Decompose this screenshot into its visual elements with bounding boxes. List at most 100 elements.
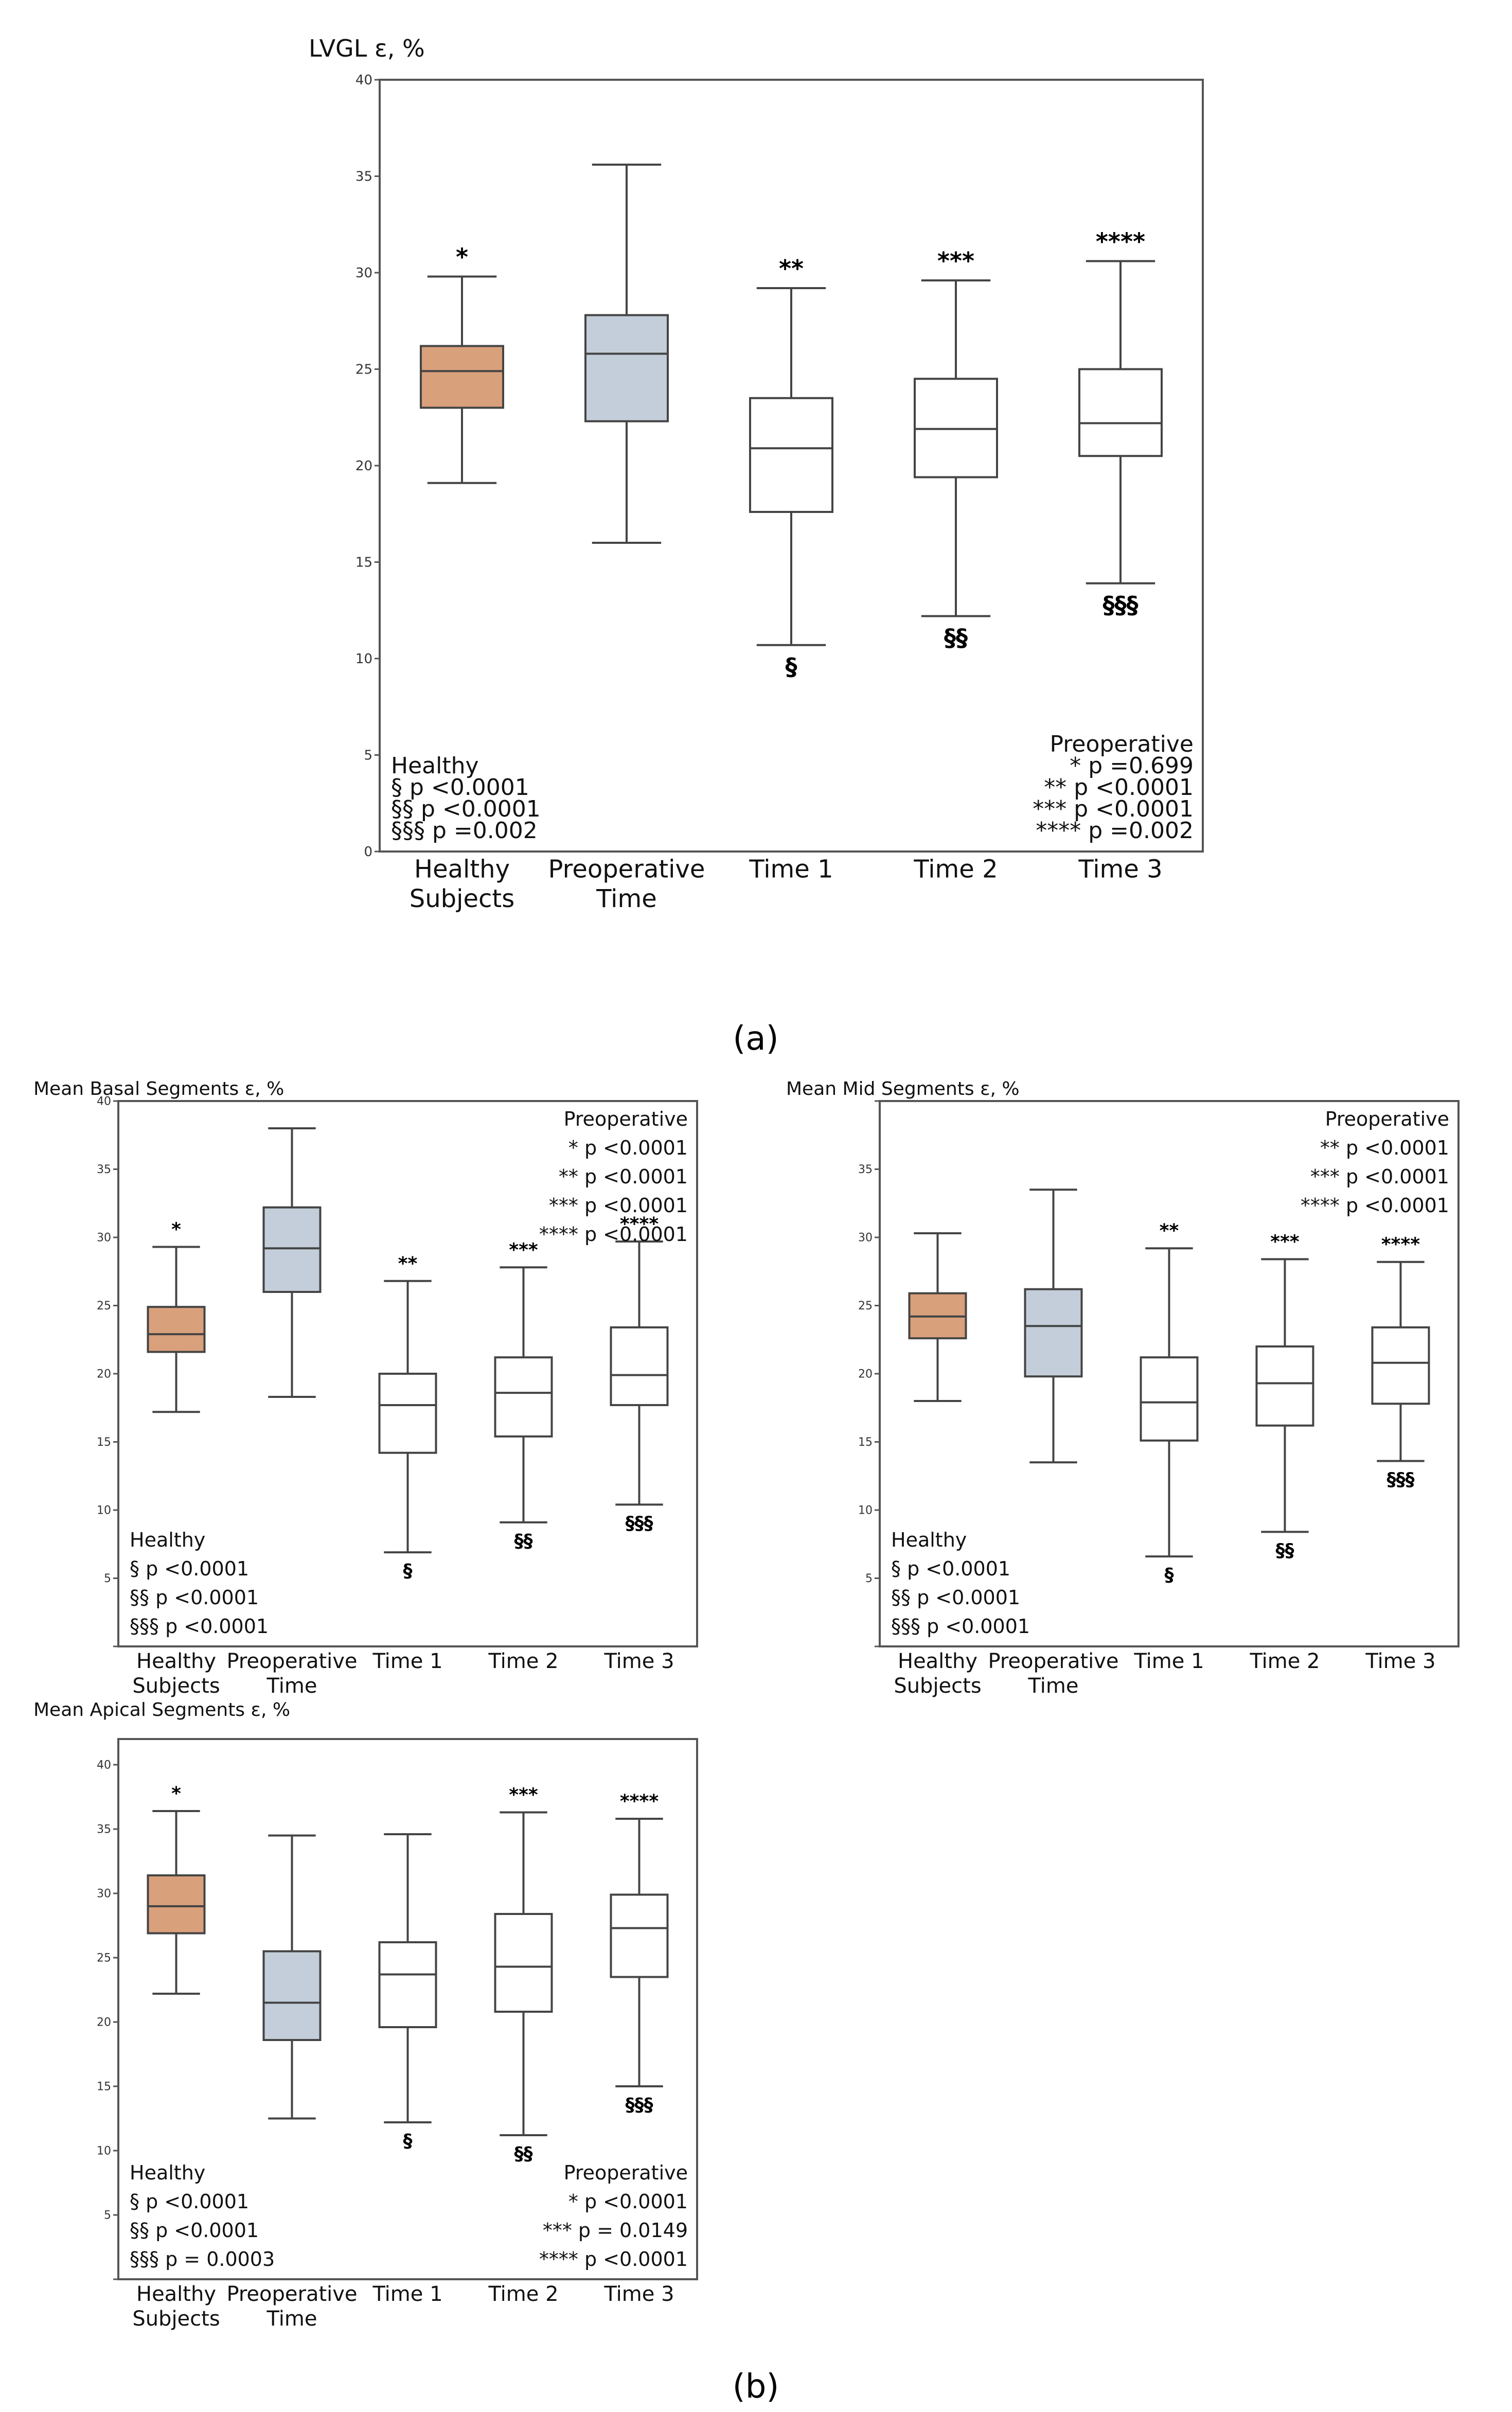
y-tick-label: 30 [858, 1232, 873, 1245]
x-category-label: Preoperative [988, 1650, 1118, 1673]
annotation-right-line: **** p <0.0001 [539, 2248, 688, 2271]
panel-a-chart: LVGL ε, %0510152025303540*HealthySubject… [309, 34, 1204, 913]
y-tick-label: 5 [104, 2209, 111, 2222]
annotation-right-line: *** p <0.0001 [1310, 1165, 1449, 1188]
x-category-label: Time 1 [372, 2282, 442, 2306]
annotation-right-line: *** p = 0.0149 [543, 2219, 688, 2242]
significance-mark: * [456, 243, 468, 271]
x-category-label: Time 3 [603, 1650, 674, 1673]
significance-mark: *** [937, 247, 974, 275]
annotation-left-line: Healthy [891, 1529, 967, 1551]
box-iqr [262, 1950, 322, 2041]
significance-mark: §§ [944, 624, 968, 652]
box-iqr [378, 1941, 437, 2028]
annotation-right-line: * p =0.699 [1070, 753, 1194, 779]
significance-mark: §§§ [1103, 591, 1139, 619]
x-category-label: Preoperative [226, 1650, 357, 1673]
x-category-label: Time 2 [1249, 1650, 1320, 1673]
box-iqr [610, 1893, 669, 1978]
annotation-right-line: ** p <0.0001 [1320, 1137, 1449, 1159]
annotation-right-line: ** p <0.0001 [1044, 774, 1194, 801]
y-tick-label: 35 [355, 169, 372, 185]
chart-title: Mean Apical Segments ε, % [33, 1699, 290, 1721]
y-tick-label: 30 [355, 265, 372, 281]
box-iqr [1371, 1326, 1430, 1405]
x-category-label: Subjects [132, 2307, 220, 2331]
y-tick-label: 5 [865, 1572, 873, 1585]
annotation-left-line: §§ p <0.0001 [130, 1586, 259, 1609]
y-tick-label: 15 [858, 1436, 873, 1449]
x-category-label: Time 3 [603, 2282, 674, 2306]
box-iqr [1078, 368, 1163, 457]
annotation-left-line: § p <0.0001 [891, 1557, 1010, 1580]
y-tick-label: 30 [97, 1232, 111, 1245]
panel-b-apical-chart: Mean Apical Segments ε, % 5 10 15 20 25 30 35 40… [33, 1699, 698, 2331]
x-category-label: Time 2 [488, 2282, 558, 2306]
significance-mark: ** [398, 1253, 418, 1274]
box-iqr [610, 1326, 669, 1406]
significance-mark: §§ [514, 2143, 533, 2165]
box-iqr [584, 314, 669, 422]
x-category-label: Time 1 [749, 855, 833, 883]
annotation-right-line: *** p <0.0001 [549, 1194, 688, 1217]
annotation-right-line: * p <0.0001 [568, 2190, 688, 2213]
panel-b-basal-chart: Mean Basal Segments ε, % 5 10 15 20 25 30 35 40 *… [33, 1078, 698, 1698]
significance-mark: § [1165, 1565, 1174, 1586]
annotation-left-line: §§§ p <0.0001 [130, 1615, 269, 1638]
box-iqr [147, 1874, 206, 1935]
annotation-right-line: Preoperative [564, 2161, 688, 2184]
y-tick-label: 40 [355, 73, 372, 88]
box-iqr [494, 1356, 553, 1438]
y-tick-label: 20 [97, 2016, 111, 2029]
x-category-label: Time [1028, 1674, 1079, 1698]
x-category-label: Preoperative [548, 855, 705, 883]
y-tick-label: 30 [97, 1888, 111, 1901]
annotation-right-line: **** p =0.002 [1036, 818, 1194, 844]
significance-mark: **** [1096, 228, 1145, 256]
panel-label-b: (b) [733, 2368, 779, 2406]
significance-mark: *** [509, 1239, 538, 1261]
panel-label-a: (a) [733, 1020, 778, 1058]
significance-mark: * [171, 1219, 181, 1240]
y-tick-label: 15 [97, 1436, 111, 1449]
y-tick-label: 0 [364, 844, 372, 860]
significance-mark: § [403, 1560, 413, 1582]
significance-mark: * [171, 1783, 181, 1804]
x-category-label: Time 1 [372, 1650, 442, 1673]
x-category-label: Subjects [410, 884, 514, 913]
annotation-right-line: ** p <0.0001 [559, 1165, 688, 1188]
annotation-left-line: § p <0.0001 [130, 1557, 249, 1580]
y-tick-label: 25 [355, 362, 372, 378]
x-category-label: Time 3 [1365, 1650, 1435, 1673]
plot-frame [117, 1738, 698, 2280]
y-tick-label: 10 [858, 1504, 873, 1517]
box-iqr [378, 1373, 437, 1454]
annotation-right-line: Preoperative [1325, 1108, 1449, 1130]
annotation-left-line: § p <0.0001 [391, 774, 529, 801]
significance-mark: **** [1381, 1234, 1420, 1255]
y-tick-label: 5 [364, 748, 372, 764]
significance-mark: § [403, 2131, 413, 2152]
y-tick-label: 15 [355, 555, 372, 571]
y-tick-label: 40 [97, 1759, 111, 1772]
box-iqr [1140, 1356, 1199, 1442]
y-tick-label: 25 [97, 1952, 111, 1965]
annotation-left-line: §§§ p = 0.0003 [130, 2248, 275, 2271]
y-tick-label: 10 [355, 651, 372, 667]
annotation-left-line: §§§ p =0.002 [391, 818, 538, 844]
annotation-left-line: §§ p <0.0001 [891, 1586, 1020, 1609]
y-tick-label: 15 [97, 2081, 111, 2094]
chart-title: Mean Basal Segments ε, % [33, 1078, 284, 1099]
x-category-label: Healthy [136, 2282, 216, 2306]
annotation-right-line: Preoperative [1049, 731, 1194, 757]
box-iqr [420, 345, 504, 409]
x-category-label: Subjects [132, 1674, 220, 1698]
y-tick-label: 35 [97, 1163, 111, 1176]
annotation-right-line: **** p <0.0001 [1301, 1194, 1449, 1217]
annotation-right-line: *** p <0.0001 [1033, 796, 1194, 822]
box-iqr [1024, 1288, 1083, 1378]
significance-mark: *** [1270, 1231, 1300, 1252]
annotation-left-line: Healthy [130, 1529, 205, 1551]
